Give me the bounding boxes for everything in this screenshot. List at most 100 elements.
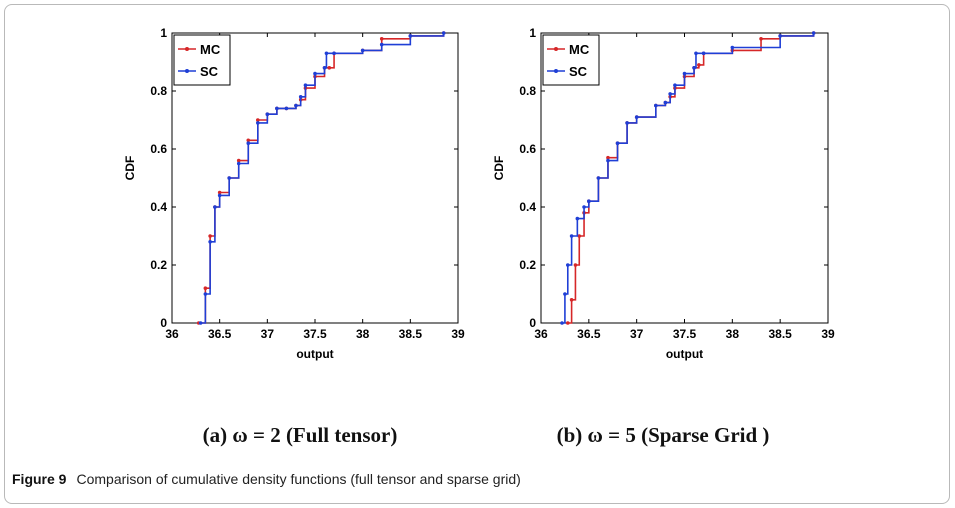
x-tick-label: 36 bbox=[534, 327, 548, 341]
legend-marker-sc bbox=[554, 69, 558, 73]
data-point-sc bbox=[565, 263, 570, 267]
data-point-mc bbox=[569, 298, 574, 302]
data-point-sc bbox=[379, 42, 384, 47]
legend-label-sc: SC bbox=[569, 64, 588, 79]
data-point-mc bbox=[203, 286, 208, 291]
x-tick-label: 37 bbox=[630, 327, 644, 341]
x-tick-label: 38 bbox=[726, 327, 740, 341]
x-axis-label: output bbox=[666, 347, 703, 361]
legend-label-mc: MC bbox=[200, 42, 221, 57]
x-tick-label: 38.5 bbox=[399, 327, 423, 341]
data-point-sc bbox=[596, 176, 601, 180]
data-point-sc bbox=[284, 106, 289, 111]
data-point-mc bbox=[577, 234, 582, 238]
data-point-sc bbox=[332, 51, 336, 56]
data-point-sc bbox=[587, 199, 591, 203]
y-tick-label: 0.6 bbox=[150, 142, 167, 156]
data-point-sc bbox=[303, 83, 308, 87]
data-point-sc bbox=[668, 92, 672, 96]
y-tick-label: 0.2 bbox=[150, 258, 167, 272]
y-axis-label: CDF bbox=[492, 156, 506, 181]
data-point-mc bbox=[255, 118, 260, 122]
data-point-sc bbox=[682, 71, 687, 76]
data-point-sc bbox=[324, 51, 329, 56]
data-point-sc bbox=[265, 112, 270, 116]
legend-label-sc: SC bbox=[200, 64, 219, 79]
data-point-sc bbox=[313, 71, 317, 76]
data-point-sc bbox=[569, 234, 574, 238]
y-tick-label: 0.4 bbox=[519, 200, 536, 214]
data-point-sc bbox=[298, 95, 303, 99]
data-point-sc bbox=[778, 34, 782, 38]
data-point-sc bbox=[694, 51, 698, 56]
y-tick-label: 1 bbox=[160, 26, 167, 40]
data-point-sc bbox=[408, 34, 413, 38]
data-point-sc bbox=[582, 205, 586, 209]
legend-label-mc: MC bbox=[569, 42, 590, 57]
figure-caption: Figure 9 Comparison of cumulative density… bbox=[12, 471, 521, 487]
data-point-sc bbox=[701, 51, 706, 56]
subcaption-b: (b) ω = 5 (Sparse Grid ) bbox=[557, 423, 770, 447]
legend-box bbox=[542, 34, 600, 86]
data-point-sc bbox=[198, 321, 203, 325]
figure-caption-text: Comparison of cumulative density functio… bbox=[76, 471, 521, 487]
legend-marker-sc bbox=[185, 69, 189, 73]
data-point-sc bbox=[246, 141, 251, 145]
data-point-sc bbox=[563, 292, 567, 296]
x-tick-label: 37 bbox=[261, 327, 275, 341]
series-line-sc bbox=[562, 33, 815, 324]
data-point-sc bbox=[236, 161, 241, 166]
legend-marker-mc bbox=[554, 47, 558, 51]
x-axis-label: output bbox=[296, 347, 333, 361]
data-point-mc bbox=[573, 263, 578, 267]
data-point-sc bbox=[625, 121, 629, 125]
x-tick-label: 39 bbox=[451, 327, 465, 341]
data-point-sc bbox=[217, 193, 222, 198]
x-tick-label: 38 bbox=[356, 327, 370, 341]
data-point-mc bbox=[246, 138, 251, 143]
y-tick-label: 0.6 bbox=[519, 142, 536, 156]
data-point-mc bbox=[327, 66, 332, 70]
x-tick-label: 39 bbox=[821, 327, 835, 341]
legend-box bbox=[173, 34, 231, 86]
x-tick-label: 37.5 bbox=[673, 327, 697, 341]
data-point-sc bbox=[208, 240, 212, 244]
data-point-sc bbox=[615, 141, 620, 145]
data-point-sc bbox=[575, 216, 580, 221]
data-point-sc bbox=[811, 31, 816, 35]
data-point-sc bbox=[730, 45, 735, 50]
y-tick-label: 0.4 bbox=[150, 200, 167, 214]
data-point-mc bbox=[697, 63, 701, 67]
y-tick-label: 0.8 bbox=[519, 84, 536, 98]
data-point-sc bbox=[692, 66, 696, 70]
chart-panel-b: 36 36.5 37 37.5 38 38.5 39 0 0.2 0.4 0.6 0.8 1 output… bbox=[492, 26, 835, 361]
x-tick-label: 37.5 bbox=[303, 327, 327, 341]
data-point-mc bbox=[759, 37, 763, 41]
data-point-sc bbox=[560, 321, 564, 325]
data-point-sc bbox=[294, 103, 298, 108]
y-tick-label: 0 bbox=[529, 316, 536, 330]
legend-marker-mc bbox=[185, 47, 189, 51]
data-point-sc bbox=[634, 115, 639, 119]
figure-label: Figure 9 bbox=[12, 471, 67, 487]
data-point-sc bbox=[255, 121, 260, 125]
data-point-sc bbox=[227, 176, 231, 180]
data-point-sc bbox=[275, 106, 279, 111]
x-tick-label: 38.5 bbox=[768, 327, 792, 341]
data-point-mc bbox=[217, 190, 222, 195]
x-tick-label: 36.5 bbox=[577, 327, 601, 341]
data-point-sc bbox=[606, 158, 610, 163]
data-point-sc bbox=[441, 31, 446, 35]
data-point-mc bbox=[565, 321, 570, 325]
x-tick-label: 36.5 bbox=[208, 327, 232, 341]
data-point-sc bbox=[663, 100, 668, 105]
data-point-sc bbox=[203, 292, 208, 296]
data-point-sc bbox=[360, 48, 365, 53]
data-point-sc bbox=[322, 66, 327, 70]
data-point-mc bbox=[379, 37, 384, 41]
y-axis-label: CDF bbox=[123, 156, 137, 181]
data-point-mc bbox=[606, 155, 610, 160]
data-point-mc bbox=[208, 234, 212, 238]
data-point-sc bbox=[673, 83, 677, 87]
